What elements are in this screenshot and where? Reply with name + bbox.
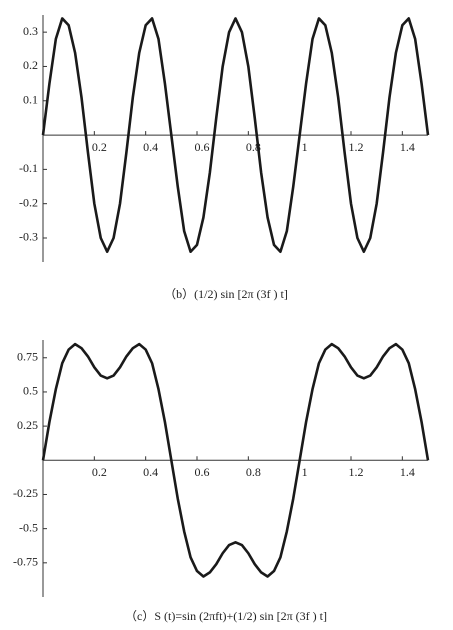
y-tick-label: 0.25 <box>17 418 38 432</box>
x-tick-label: 0.6 <box>195 140 210 154</box>
y-tick-label: -0.3 <box>19 230 38 244</box>
x-tick-label: 0.6 <box>195 465 210 479</box>
y-tick-label: -0.5 <box>19 520 38 534</box>
caption: （b）(1/2) sin [2π (3f ) t] <box>164 287 288 301</box>
y-tick-label: -0.2 <box>19 195 38 209</box>
x-tick-label: 0.2 <box>92 465 107 479</box>
y-tick-label: 0.2 <box>23 58 38 72</box>
y-tick-label: -0.1 <box>19 161 38 175</box>
x-tick-label: 1.2 <box>349 465 364 479</box>
signal-line <box>41 342 430 578</box>
x-tick-label: 1.4 <box>400 465 415 479</box>
y-tick-label: -0.75 <box>13 555 38 569</box>
y-tick-label: 0.1 <box>23 93 38 107</box>
y-tick-label: -0.25 <box>13 486 38 500</box>
x-tick-label: 1 <box>302 465 308 479</box>
x-tick-label: 1 <box>302 140 308 154</box>
x-tick-label: 0.8 <box>246 465 261 479</box>
signal-line <box>41 17 430 254</box>
y-tick-label: 0.75 <box>17 350 38 364</box>
caption: （c）S (t)=sin (2πft)+(1/2) sin [2π (3f ) … <box>125 609 327 623</box>
x-tick-label: 0.2 <box>92 140 107 154</box>
y-tick-label: 0.5 <box>23 384 38 398</box>
y-tick-label: 0.3 <box>23 24 38 38</box>
x-tick-label: 1.4 <box>400 140 415 154</box>
x-tick-label: 0.4 <box>143 140 158 154</box>
x-tick-label: 1.2 <box>349 140 364 154</box>
x-tick-label: 0.4 <box>143 465 158 479</box>
